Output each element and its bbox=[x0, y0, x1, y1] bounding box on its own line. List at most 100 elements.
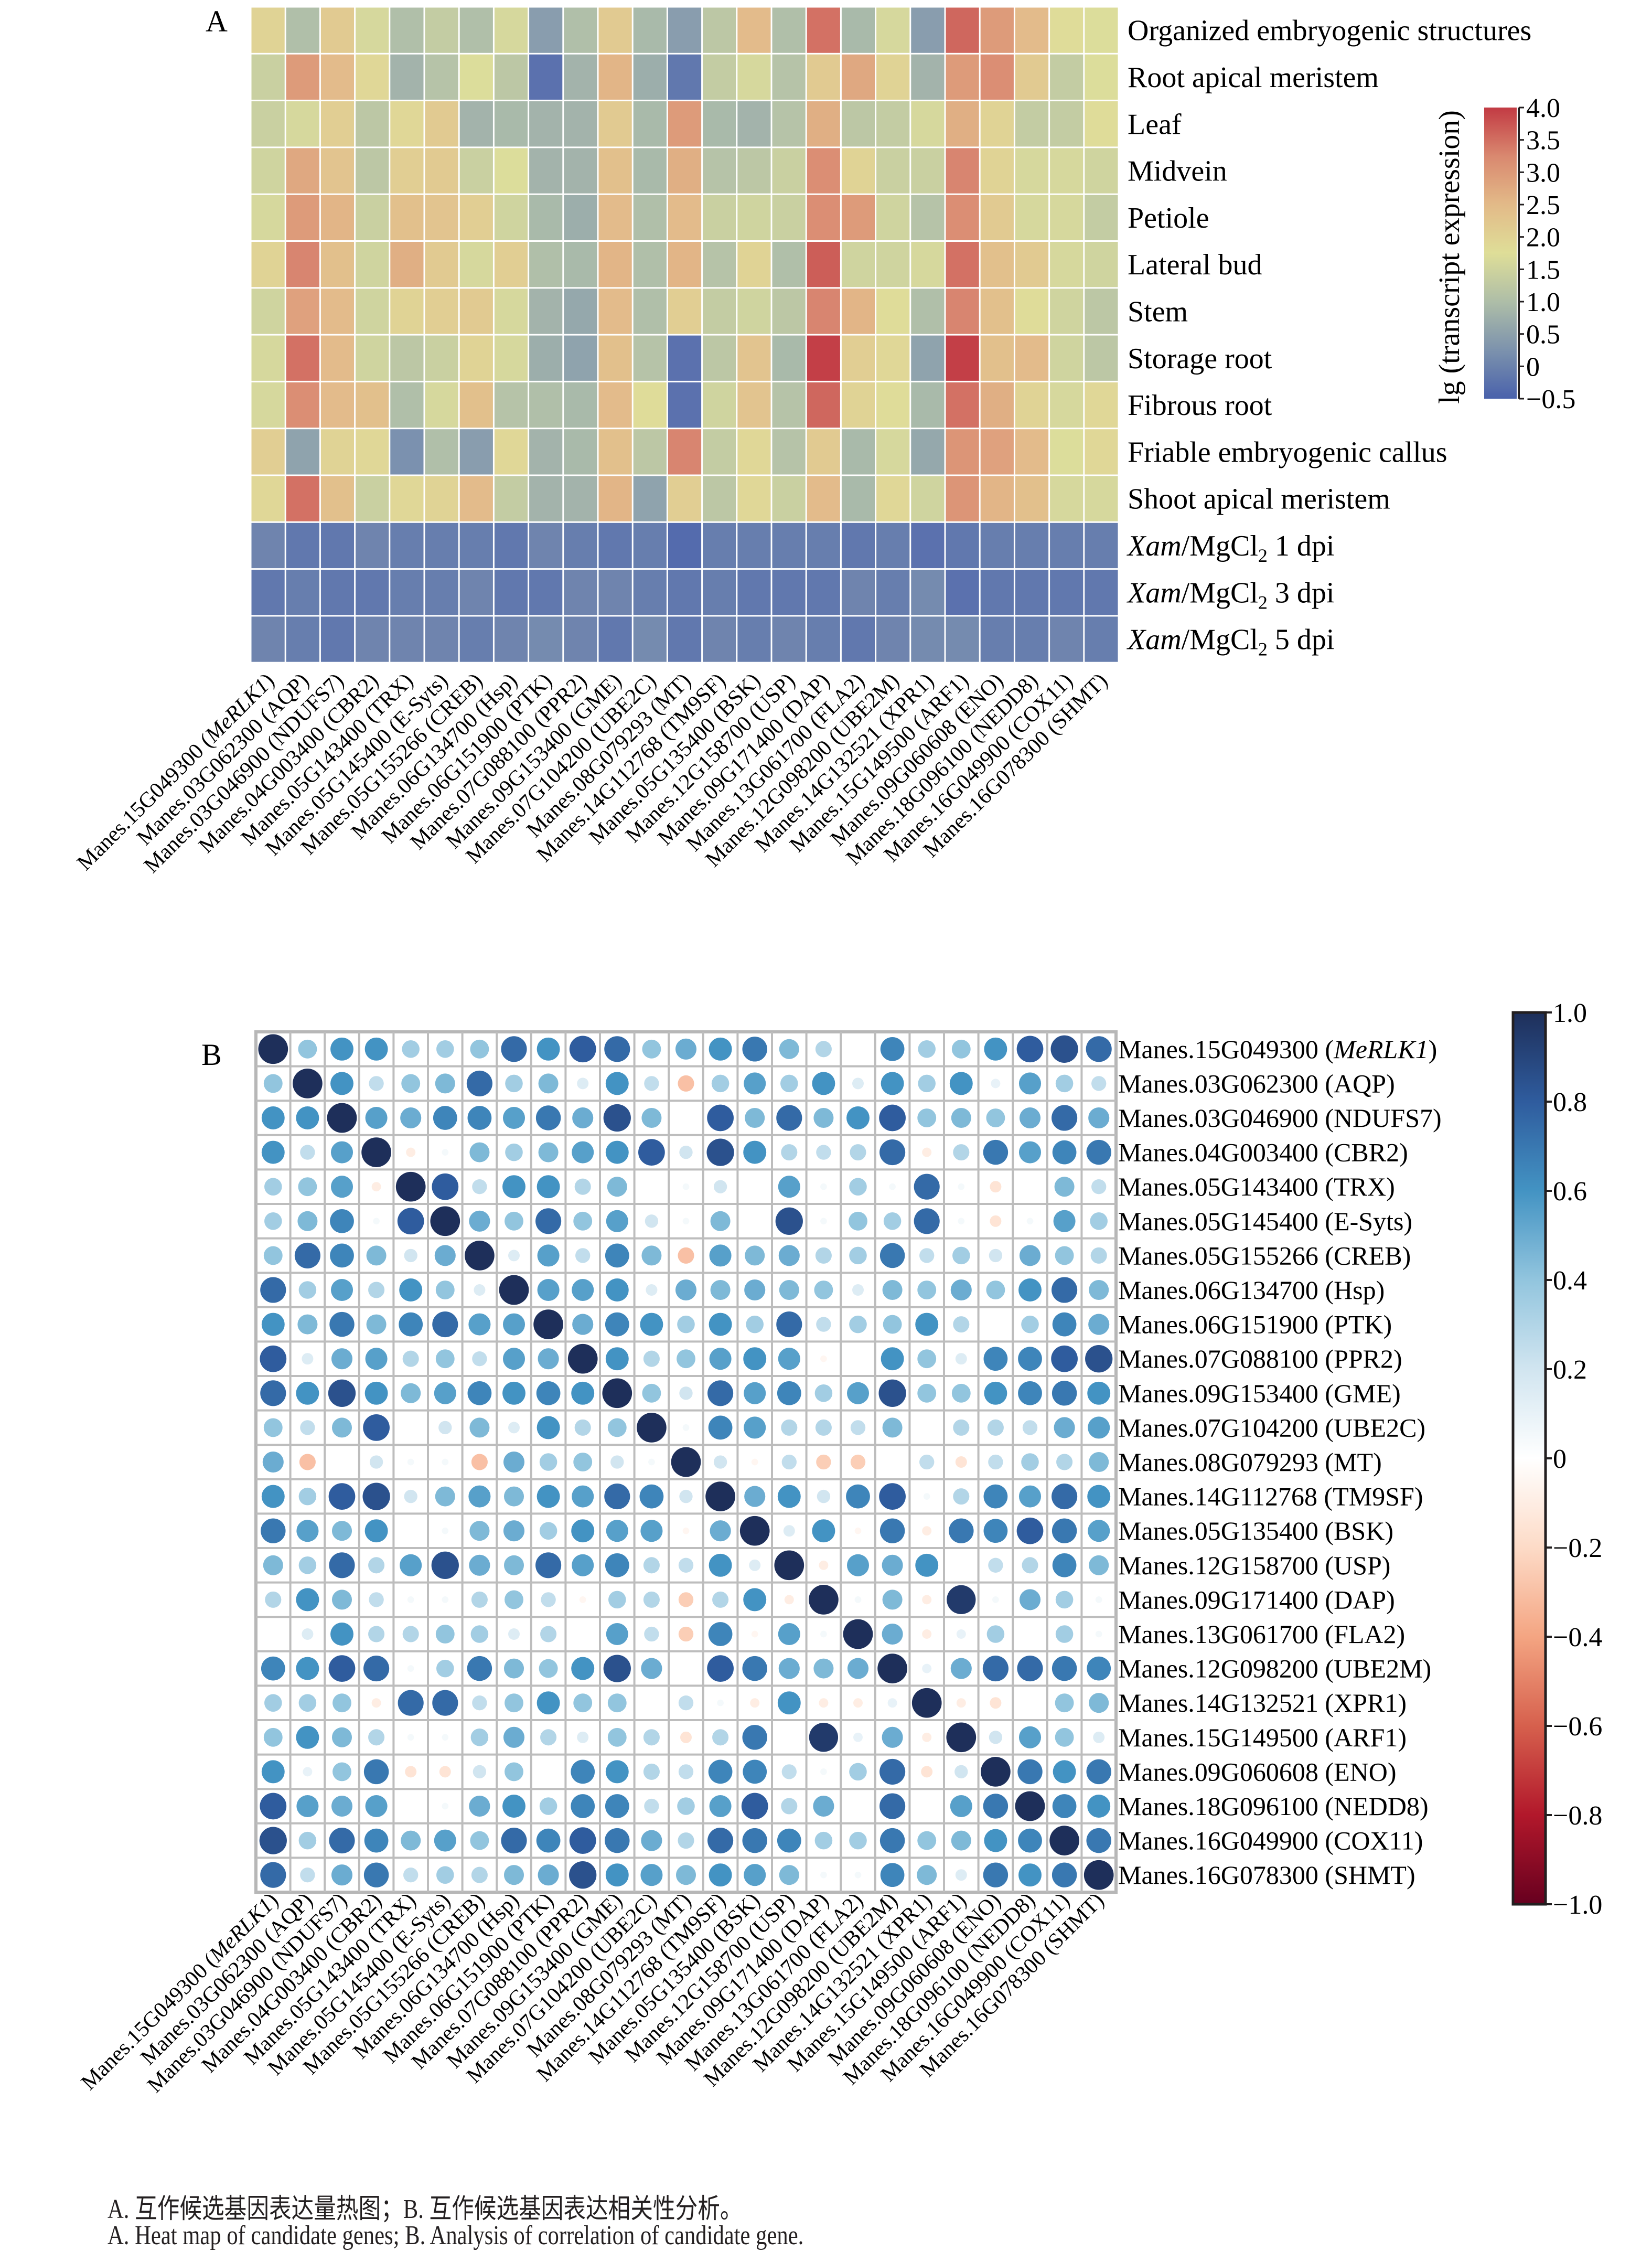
heatmap-cell bbox=[737, 522, 771, 569]
correlation-b-row-labels: Manes.15G049300 (MeRLK1) Manes.03G062300 … bbox=[1118, 1034, 1442, 1890]
heatmap-cell bbox=[703, 242, 736, 287]
heatmap-cell bbox=[286, 101, 319, 147]
correlation-circle bbox=[1089, 1555, 1109, 1575]
correlation-circle bbox=[537, 1175, 560, 1199]
gene-row-label: Manes.09G171400 (DAP) bbox=[1118, 1585, 1395, 1614]
heatmap-cell bbox=[390, 335, 424, 381]
heatmap-cell bbox=[356, 382, 389, 428]
correlation-circle bbox=[745, 1107, 765, 1128]
heatmap-cell bbox=[494, 476, 528, 521]
heatmap-cell bbox=[980, 148, 1014, 194]
gene-row-label: Manes.16G049900 (COX11) bbox=[1118, 1826, 1423, 1855]
correlation-circle bbox=[533, 1309, 563, 1339]
gene-row-label: Manes.09G060608 (ENO) bbox=[1118, 1757, 1396, 1786]
heatmap-cell bbox=[911, 54, 945, 100]
correlation-circle bbox=[328, 1655, 356, 1682]
correlation-plot-b bbox=[254, 1030, 1118, 1894]
correlation-circle bbox=[850, 1144, 866, 1161]
correlation-circle bbox=[708, 1759, 733, 1784]
heatmap-cell bbox=[529, 195, 563, 240]
heatmap-cell bbox=[911, 616, 945, 662]
correlation-circle bbox=[680, 1731, 692, 1743]
correlation-circle bbox=[641, 1830, 662, 1851]
correlation-circle bbox=[849, 1246, 867, 1265]
heatmap-cell bbox=[946, 195, 979, 240]
correlation-circle bbox=[298, 1177, 317, 1197]
correlation-b-column-labels: Manes.15G049300 (MeRLK1)Manes.03G062300 … bbox=[77, 1889, 1109, 2098]
heatmap-cell bbox=[286, 522, 319, 569]
correlation-circle bbox=[467, 1656, 492, 1681]
correlation-circle bbox=[1089, 1279, 1109, 1300]
correlation-circle bbox=[1052, 1553, 1077, 1577]
correlation-circle bbox=[407, 1665, 414, 1672]
correlation-circle bbox=[682, 1424, 690, 1431]
heatmap-row-label: Organized embryogenic structures bbox=[1128, 15, 1531, 47]
gene-row-label: Manes.05G145400 (E-Syts) bbox=[1118, 1207, 1412, 1236]
heatmap-cell bbox=[946, 242, 979, 287]
correlation-circle bbox=[260, 1345, 287, 1372]
correlation-circle bbox=[743, 1140, 767, 1164]
correlation-circle bbox=[265, 1591, 282, 1608]
correlation-circle bbox=[296, 1795, 319, 1818]
colorbar-tick-label: −0.6 bbox=[1553, 1712, 1602, 1742]
correlation-circle bbox=[472, 1351, 487, 1367]
heatmap-cell bbox=[668, 7, 702, 53]
correlation-circle bbox=[404, 1489, 417, 1503]
correlation-circle bbox=[918, 1074, 936, 1093]
correlation-circle bbox=[812, 1519, 835, 1543]
heatmap-cell bbox=[980, 101, 1014, 147]
heatmap-cell bbox=[876, 54, 910, 100]
correlation-circle bbox=[502, 1106, 525, 1129]
heatmap-cell bbox=[633, 522, 667, 569]
correlation-circle bbox=[436, 1040, 454, 1058]
heatmap-cell bbox=[390, 242, 424, 287]
correlation-circle bbox=[742, 1725, 767, 1750]
correlation-circle bbox=[579, 1596, 586, 1603]
correlation-circle bbox=[402, 1626, 419, 1642]
correlation-circle bbox=[1052, 1656, 1077, 1681]
correlation-circle bbox=[646, 1284, 658, 1296]
correlation-circle bbox=[879, 1758, 906, 1785]
correlation-circle bbox=[442, 1802, 449, 1810]
heatmap-cell bbox=[876, 429, 910, 475]
heatmap-cell bbox=[1085, 195, 1118, 240]
correlation-circle bbox=[573, 1211, 593, 1231]
heatmap-cell bbox=[841, 148, 875, 194]
correlation-circle bbox=[469, 1521, 490, 1541]
colorbar-tick-label: 3.5 bbox=[1526, 126, 1560, 156]
correlation-circle bbox=[1018, 1381, 1042, 1405]
heatmap-cell bbox=[841, 101, 875, 147]
heatmap-cell bbox=[564, 242, 597, 287]
heatmap-cell bbox=[425, 101, 458, 147]
correlation-circle bbox=[986, 1625, 1005, 1643]
heatmap-cell bbox=[807, 382, 840, 428]
heatmap-cell bbox=[737, 101, 771, 147]
gene-row-label: Manes.03G062300 (AQP) bbox=[1118, 1069, 1395, 1098]
correlation-circle bbox=[709, 1795, 732, 1818]
correlation-circle bbox=[643, 1763, 660, 1780]
correlation-circle bbox=[779, 1279, 799, 1300]
colorbar-tick-label: 2.5 bbox=[1526, 190, 1560, 220]
correlation-circle bbox=[919, 1454, 935, 1470]
heatmap-cell bbox=[564, 148, 597, 194]
heatmap-cell bbox=[459, 476, 493, 521]
heatmap-cell bbox=[946, 289, 979, 334]
heatmap-cell bbox=[1085, 289, 1118, 334]
correlation-circle bbox=[779, 1865, 799, 1885]
correlation-circle bbox=[404, 1249, 417, 1263]
correlation-circle bbox=[956, 1629, 966, 1639]
correlation-circle bbox=[302, 1353, 314, 1365]
heatmap-cell bbox=[841, 429, 875, 475]
gene-row-label: Manes.16G078300 (SHMT) bbox=[1118, 1860, 1415, 1890]
correlation-circle bbox=[368, 1626, 385, 1642]
correlation-circle bbox=[1016, 1036, 1044, 1063]
correlation-circle bbox=[442, 1149, 449, 1156]
correlation-circle bbox=[951, 1830, 971, 1851]
heatmap-cell bbox=[668, 522, 702, 569]
correlation-circle bbox=[432, 1173, 459, 1200]
correlation-circle bbox=[605, 1760, 629, 1784]
correlation-circle bbox=[1018, 1485, 1042, 1508]
figure-caption-en: A. Heat map of candidate genes; B. Analy… bbox=[108, 2221, 804, 2250]
correlation-circle bbox=[1049, 1826, 1079, 1855]
correlation-circle bbox=[1087, 1485, 1111, 1508]
